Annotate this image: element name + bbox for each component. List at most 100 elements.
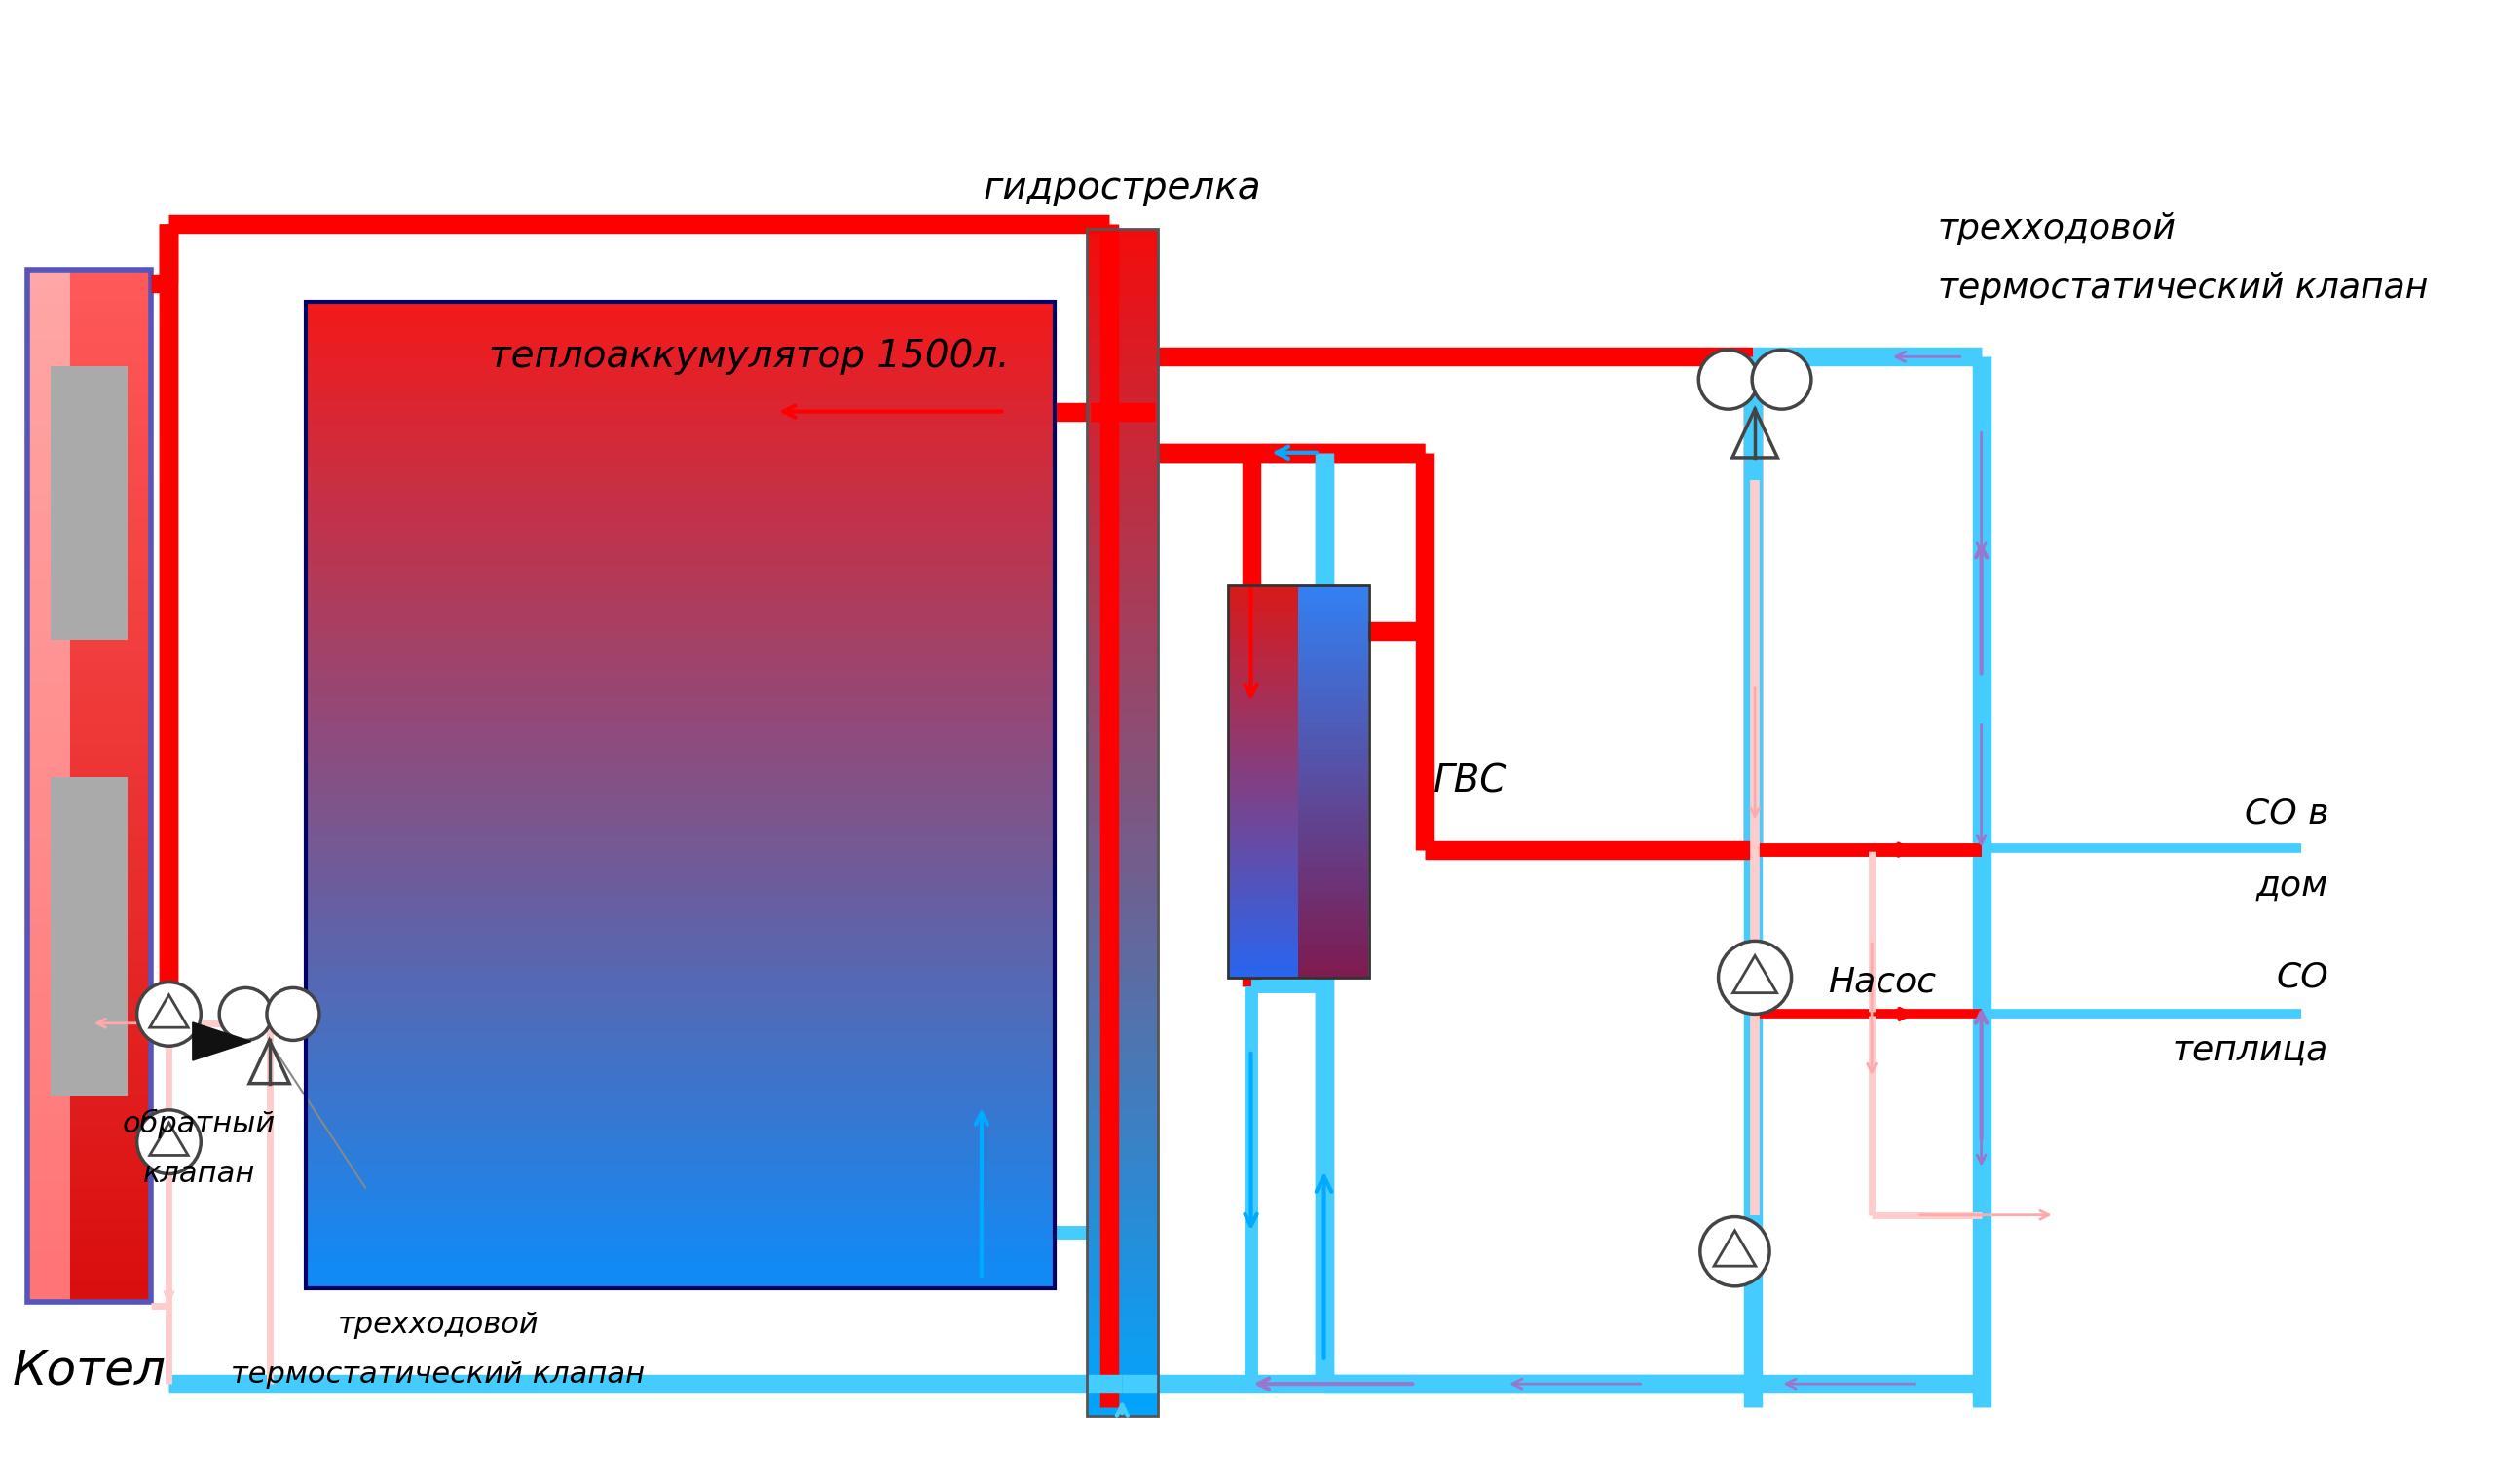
Bar [1299, 951, 1369, 959]
Bar [27, 769, 70, 787]
Bar [27, 1022, 150, 1033]
Bar [1087, 1346, 1157, 1356]
Bar [27, 1079, 70, 1095]
Bar [27, 1199, 150, 1209]
Bar [27, 539, 150, 549]
Bar [1087, 1100, 1157, 1109]
Bar [1087, 427, 1157, 436]
Bar [1087, 1129, 1157, 1138]
Bar [27, 372, 70, 390]
Bar [1087, 447, 1157, 457]
Bar [1299, 631, 1369, 637]
Bar [27, 714, 150, 724]
Circle shape [1718, 941, 1792, 1014]
Bar [27, 270, 70, 288]
Bar [27, 280, 150, 291]
Bar [1087, 417, 1157, 427]
Bar [1299, 859, 1369, 867]
Bar [27, 910, 150, 920]
Bar [27, 899, 150, 910]
Bar [27, 579, 150, 589]
Bar [27, 672, 150, 683]
Bar [1229, 761, 1299, 769]
Bar [307, 426, 1055, 433]
Bar [27, 821, 70, 837]
Bar [50, 776, 127, 1097]
Bar [307, 631, 1055, 638]
Bar [307, 1239, 1055, 1247]
Bar [27, 291, 150, 301]
Bar [1229, 585, 1369, 978]
Bar [27, 288, 70, 304]
Bar [307, 1272, 1055, 1279]
Bar [1087, 328, 1157, 338]
Bar [307, 959, 1055, 968]
Bar [1229, 899, 1299, 905]
Bar [27, 424, 70, 442]
Bar [1229, 644, 1299, 650]
Bar [1087, 1238, 1157, 1248]
Bar [1087, 841, 1157, 852]
Bar [1229, 690, 1299, 696]
Bar [1299, 729, 1369, 736]
Bar [27, 1043, 150, 1054]
Bar [1087, 309, 1157, 318]
Bar [1087, 595, 1157, 605]
Bar [1299, 617, 1369, 625]
Bar [27, 1033, 150, 1043]
Bar [27, 803, 70, 821]
Circle shape [1698, 350, 1758, 410]
Bar [27, 1095, 70, 1113]
Bar [307, 689, 1055, 696]
Bar [307, 1017, 1055, 1025]
Bar [1299, 847, 1369, 853]
Bar [1087, 871, 1157, 881]
Bar [1087, 555, 1157, 565]
Bar [1087, 614, 1157, 625]
Bar [307, 301, 1055, 310]
Bar [1087, 714, 1157, 723]
Bar [307, 1140, 1055, 1149]
Bar [1087, 377, 1157, 387]
Bar [1229, 775, 1299, 781]
Bar [1087, 665, 1157, 674]
Bar [307, 359, 1055, 368]
Bar [27, 1285, 70, 1301]
Bar [27, 1095, 150, 1106]
Bar [307, 1033, 1055, 1042]
Bar [27, 393, 150, 404]
Bar [1087, 585, 1157, 595]
Bar [27, 1074, 150, 1085]
Bar [1087, 1020, 1157, 1030]
Bar [1087, 1109, 1157, 1119]
Bar [307, 556, 1055, 565]
Bar [27, 476, 70, 494]
Bar [307, 319, 1055, 326]
Bar [27, 1168, 150, 1178]
Bar [307, 663, 1055, 672]
Bar [1229, 951, 1299, 959]
Bar [27, 855, 70, 871]
Bar [1087, 1297, 1157, 1307]
Bar [1087, 1218, 1157, 1227]
Bar [1299, 742, 1369, 748]
Bar [1087, 1405, 1157, 1416]
Bar [27, 871, 70, 889]
Bar [27, 1229, 150, 1239]
Bar [27, 1043, 70, 1061]
Bar [1229, 834, 1299, 840]
Bar [27, 510, 70, 528]
Bar [1087, 852, 1157, 862]
Bar [307, 1116, 1055, 1123]
Bar [1087, 516, 1157, 525]
Bar [1299, 867, 1369, 873]
Bar [1087, 269, 1157, 279]
Bar [27, 907, 70, 923]
Bar [307, 598, 1055, 605]
Bar [27, 1027, 70, 1043]
Bar [1299, 919, 1369, 925]
Bar [1229, 598, 1299, 604]
Bar [1229, 965, 1299, 971]
Bar [307, 919, 1055, 926]
Bar [1087, 239, 1157, 249]
